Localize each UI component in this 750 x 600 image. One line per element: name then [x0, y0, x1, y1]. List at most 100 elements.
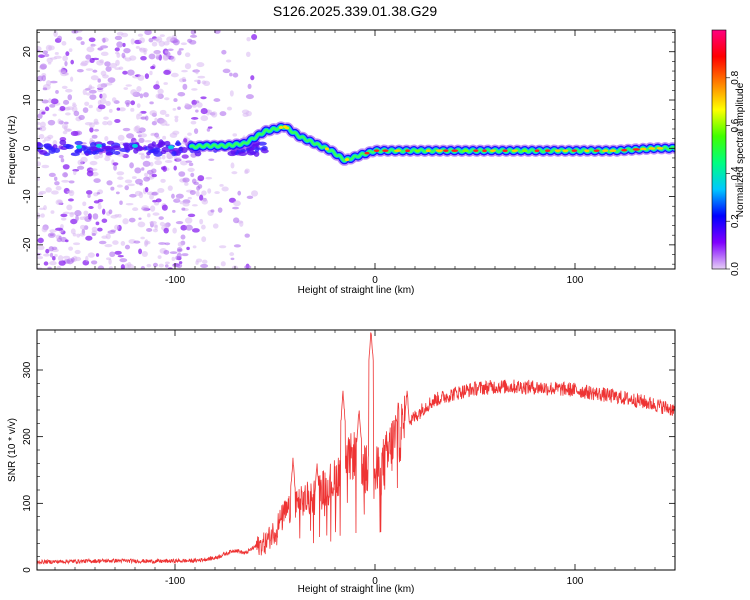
spectrogram-noise-blob	[125, 84, 132, 87]
spectrogram-noise-blob	[229, 72, 233, 77]
spectrogram-noise-blob	[57, 255, 64, 262]
spectrogram-ridge-hotspot	[544, 149, 551, 153]
spectrogram-noise-blob	[122, 70, 128, 75]
spectrogram-noise-blob	[79, 224, 86, 230]
spectrogram-noise-blob	[91, 226, 98, 233]
spectrogram-noise-blob	[154, 117, 158, 123]
snr-plot-area	[37, 332, 675, 565]
spectrogram-band-blob	[175, 140, 181, 146]
spectrogram-noise-blob	[106, 180, 113, 186]
spectrogram-noise-blob	[213, 98, 221, 102]
spectrogram-noise-blob	[42, 87, 48, 91]
spectrogram-ridge-hotspot	[562, 149, 569, 153]
spectrogram-noise-blob	[200, 115, 209, 122]
spectrogram-noise-blob	[173, 98, 178, 102]
spectrogram-noise-blob	[189, 190, 196, 196]
spectrogram-noise-blob	[108, 258, 112, 265]
spectrogram-ridge-layer	[186, 121, 675, 166]
spectrogram-noise-blob	[139, 182, 143, 186]
spectrogram-noise-blob	[244, 265, 252, 269]
y-tick-label: -20	[22, 237, 33, 252]
spectrogram-noise-blob	[122, 127, 131, 132]
spectrogram-band-blob	[70, 152, 80, 157]
spectrogram-noise-blob	[116, 41, 123, 48]
snr-x-axis: -100 0 100	[54, 330, 676, 587]
spectrogram-noise-blob	[97, 78, 101, 83]
spectrogram-noise-blob	[191, 88, 198, 91]
spectrogram-noise-blob	[155, 52, 160, 57]
x-tick-label: -100	[165, 576, 185, 587]
spectrogram-noise-blob	[130, 107, 135, 112]
spectrogram-noise-blob	[127, 183, 135, 187]
spectrogram-noise-blob	[76, 165, 85, 170]
spectrogram-noise-blob	[41, 75, 47, 82]
spectrogram-ridge-hotspot	[602, 149, 609, 153]
spectrogram-noise-blob	[93, 154, 100, 160]
spectrogram-noise-blob	[160, 178, 166, 183]
spectrogram-ridge-hotspot	[609, 149, 617, 153]
spectrogram-noise-blob	[189, 40, 197, 45]
spectrogram-noise-blob	[114, 35, 123, 41]
spectrogram-noise-blob	[201, 236, 207, 243]
spectrogram-noise-blob	[185, 224, 193, 231]
spectrogram-noise-blob	[124, 99, 131, 105]
spectrogram-noise-blob	[196, 102, 203, 108]
spectrogram-noise-blob	[64, 72, 69, 76]
spectrogram-noise-blob	[138, 191, 144, 199]
spectrogram-noise-blob	[195, 109, 199, 113]
spectrogram-noise-blob	[181, 253, 189, 257]
spectrogram-band-blob	[260, 148, 269, 154]
spectrogram-noise-blob	[190, 117, 199, 120]
spectrogram-noise-blob	[150, 65, 155, 70]
spectrogram-noise-blob	[221, 186, 229, 192]
spectrogram-noise-blob	[144, 30, 152, 36]
spectrogram-noise-blob	[201, 259, 208, 264]
spectrogram-noise-blob	[114, 118, 121, 123]
y-tick-label: 10	[22, 94, 33, 106]
spectrogram-noise-blob	[108, 108, 113, 113]
spectrogram-noise-blob	[219, 183, 224, 187]
spectrogram-noise-blob	[135, 45, 140, 49]
spectrogram-x-axis: -100 0 100	[54, 30, 676, 286]
spectrogram-noise-blob	[49, 260, 57, 266]
spectrogram-noise-blob	[178, 171, 186, 177]
spectrogram-noise-blob	[89, 160, 98, 166]
spectrogram-noise-blob	[77, 159, 84, 166]
spectrogram-noise-blob	[113, 164, 117, 171]
spectrogram-noise-blob	[140, 56, 147, 61]
spectrogram-noise-blob	[157, 188, 165, 193]
spectrogram-noise-blob	[82, 107, 89, 113]
spectrogram-noise-blob	[60, 158, 65, 163]
spectrogram-noise-blob	[53, 30, 58, 37]
spectrogram-noise-blob	[102, 74, 109, 79]
spectrogram-noise-blob	[120, 240, 126, 246]
spectrogram-noise-blob	[127, 69, 135, 76]
spectrogram-noise-blob	[139, 93, 144, 99]
spectrogram-noise-blob	[185, 160, 193, 163]
spectrogram-noise-blob	[73, 110, 80, 117]
spectrogram-noise-blob	[93, 200, 100, 204]
spectrogram-noise-blob	[45, 248, 50, 254]
spectrogram-noise-blob	[210, 209, 215, 213]
spectrogram-noise-blob	[116, 107, 121, 111]
spectrogram-noise-blob	[52, 113, 57, 117]
spectrogram-noise-blob	[131, 176, 137, 179]
spectrogram-noise-blob	[181, 69, 188, 73]
spectrogram-noise-blob	[161, 154, 166, 160]
spectrogram-noise-blob	[43, 253, 51, 257]
spectrogram-noise-blob	[148, 37, 154, 43]
spectrogram-noise-blob	[104, 243, 113, 248]
spectrogram-noise-blob	[55, 185, 62, 191]
spectrogram-noise-blob	[140, 110, 147, 114]
spectrogram-noise-blob	[153, 224, 158, 228]
spectrogram-noise-blob	[181, 154, 189, 159]
spectrogram-noise-blob	[108, 209, 113, 215]
spectrogram-noise-blob	[220, 261, 226, 267]
spectrogram-noise-blob	[138, 37, 145, 44]
spectrogram-noise-blob	[230, 162, 235, 169]
y-tick-label: 0	[22, 145, 33, 151]
spectrogram-ridge-hotspot	[345, 158, 349, 162]
spectrogram-ridge-hotspot	[482, 149, 487, 153]
spectrogram-band-blob	[133, 148, 139, 154]
